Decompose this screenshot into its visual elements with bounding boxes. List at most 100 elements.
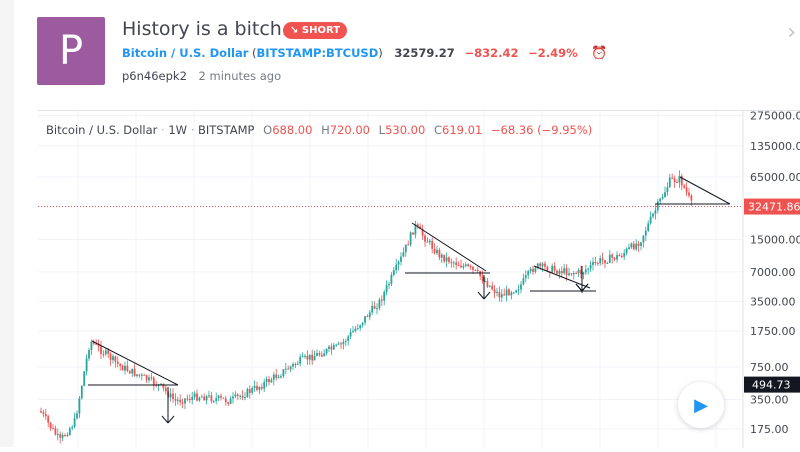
candle-body [575,273,578,275]
candle-body [690,195,693,201]
candle-body [668,177,671,188]
candle-body [328,346,330,349]
candle-body [455,262,458,266]
close-chevron-icon[interactable]: › [787,20,796,45]
candle-body [402,252,405,257]
candle-body [66,435,69,437]
candle-body [188,398,191,401]
candle-body [500,294,503,298]
candle-body [388,283,390,286]
candle-body [234,394,237,397]
chart-svg: 275000.00 135000.00 65000.00 15000.00 7000.0… [38,110,800,448]
chart-area[interactable]: 275000.00 135000.00 65000.00 15000.00 7000.0… [38,110,800,448]
candle-body [431,240,434,249]
candle-body [191,397,194,401]
candle-body [282,369,285,376]
candle-body [287,368,290,370]
avatar[interactable]: P [37,17,105,85]
candle-body [236,394,239,396]
close-value: 619.01 [442,123,483,137]
candle-body [479,271,482,277]
candle-body [316,353,318,357]
candle-body [440,254,443,258]
candle-body [92,342,95,344]
candle-body [448,257,450,262]
candle-body [558,270,561,274]
candle-body [49,422,52,429]
crosshair-price-label: 494.73 [752,379,791,392]
left-panel-edge [0,0,14,447]
candle-body [277,377,280,379]
candle-body [426,241,429,243]
candle-body [445,257,448,262]
candle-body [539,263,542,267]
candle-body [107,350,110,354]
legend-exchange: BITSTAMP [198,123,255,137]
candle-body [347,336,350,341]
candle-body [520,284,522,290]
symbol-code-link[interactable]: BITSTAMP:BTCUSD [256,46,379,60]
candle-body [635,243,638,250]
badge-label: SHORT [301,25,341,36]
candle-body [474,269,477,271]
candle-body [251,388,254,393]
candle-body [275,374,278,378]
candle-body [570,273,573,275]
candle-body [210,395,213,402]
arrow-head [167,415,175,424]
candle-body [244,397,246,399]
candle-body [616,255,618,260]
candle-body [553,265,556,271]
candle-body [659,198,662,202]
candle-body [400,256,402,262]
candle-body [436,249,438,254]
candle-body [630,243,633,248]
candle-body [532,268,534,272]
price-axis-label: 7000.00 [750,266,796,279]
candle-body [133,368,136,376]
short-badge: ↘ SHORT [283,22,348,39]
candle-body [544,263,546,267]
candle-body [632,243,635,250]
candle-body [397,261,400,265]
candle-body [443,254,446,262]
price-axis-label: 350.00 [750,393,789,406]
candle-body [212,400,215,402]
candle-body [414,224,417,235]
alarm-clock-plus-icon[interactable]: ⏰ [591,46,608,61]
candle-body [560,270,563,274]
candle-body [42,412,45,415]
candle-body [263,382,266,389]
candle-body [486,281,489,287]
candle-body [412,232,414,235]
candle-body [666,187,669,193]
candle-body [373,305,376,309]
legend-interval: 1W [168,123,188,137]
candle-body [88,349,90,359]
candle-body [541,263,544,267]
candle-body [551,265,554,273]
play-button[interactable]: ▶ [678,382,724,428]
symbol-name-link[interactable]: Bitcoin / U.S. Dollar [122,46,249,60]
candle-body [205,396,208,401]
candle-body [496,291,498,293]
candle-body [685,187,688,193]
crosshair-price-tag [744,376,800,393]
candle-body [260,386,263,389]
candle-body [128,370,131,374]
candle-body [568,273,570,276]
candle-body [671,177,674,179]
candle-body [515,290,518,293]
candle-body [100,346,102,354]
candle-body [438,249,441,258]
candle-body [472,266,474,270]
candle-body [364,316,366,323]
candle-body [419,226,422,229]
candle-body [392,270,395,275]
trend-line [533,265,591,289]
candle-body [85,358,88,372]
author-link[interactable]: p6n46epk2 [122,69,187,83]
candle-body [174,398,177,401]
candle-body [76,413,78,419]
candle-body [416,224,419,227]
